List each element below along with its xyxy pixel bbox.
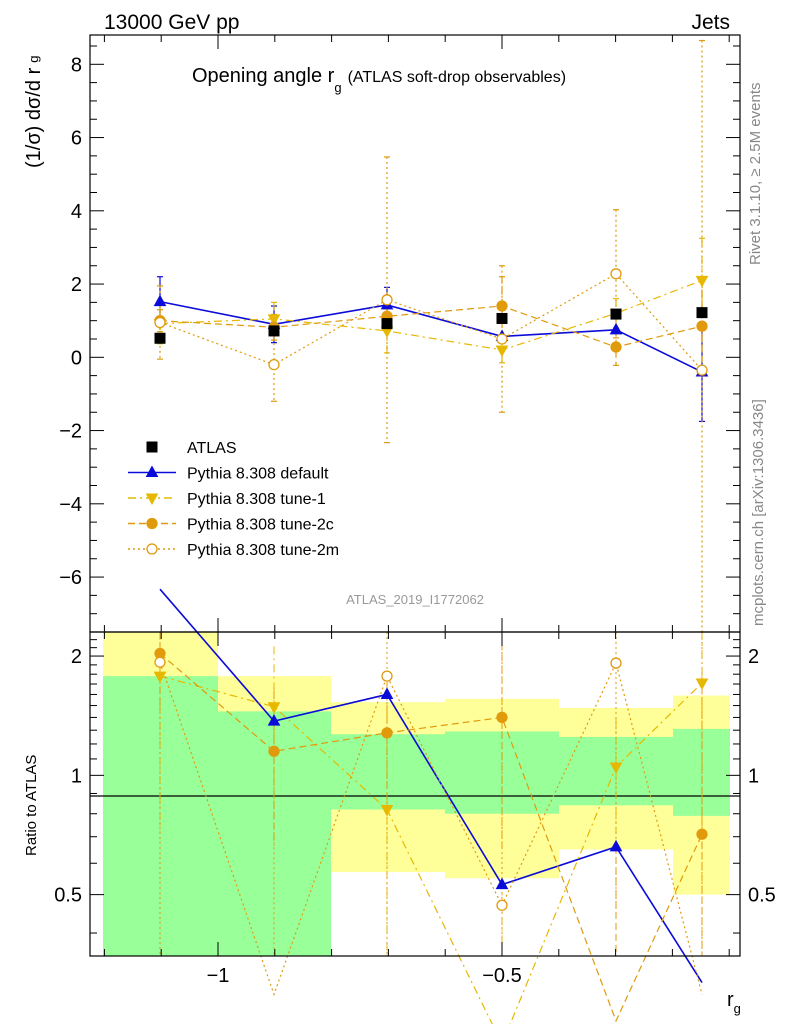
ratio-frame [89,631,741,957]
xtick-label-0: −1 [207,965,230,987]
series-line-3 [159,273,703,371]
series-point-1-3 [495,345,509,358]
ratio-point-1-2 [380,804,394,817]
ratio-ytick-label-left-1: 1 [71,765,82,787]
ratio-point-2-1 [268,745,280,757]
series-point-3-1 [268,358,280,371]
title-suffix: (ATLAS soft-drop observables) [348,69,566,86]
series-point-1-1 [267,314,281,326]
series-line-0 [159,300,703,373]
series-point-2-3 [496,300,508,312]
ratio-point-1-4 [609,762,623,774]
y-label-main: (1/σ) dσ/d r [23,67,45,168]
series-line-2 [159,305,703,348]
atlas-point-4 [610,308,622,320]
mcplots-note: mcplots.cern.ch [arXiv:1306.3436] [750,399,767,626]
ratio-point-0-1 [267,714,281,726]
series-point-1-5 [695,275,709,288]
axis-ticks: 8 6 4 2 0 −2 −4 −6 2 2 1 1 0.5 0.5 −1 −0.5 [54,35,776,987]
ratio-point-0-2 [380,687,394,699]
legend-marker-2 [146,517,158,530]
atlas-point-0 [154,332,166,344]
series-point-3-3 [496,333,508,345]
rivet-note: Rivet 3.1.10, ≥ 2.5M events [747,83,764,266]
legend-marker-3 [146,543,158,555]
ratio-uncertainty-bands [103,632,730,956]
main-ytick-label-3: 2 [71,274,82,296]
ratio-point-2-3 [496,711,508,724]
main-y-axis-label: (1/σ) dσ/d r g [23,56,45,169]
atlas-point-2 [381,318,393,330]
main-ytick-label-5: −2 [59,421,82,443]
main-ytick-label-6: −4 [59,494,82,516]
main-ytick-label-0: 8 [71,54,82,76]
main-series-markers [153,268,709,377]
series-point-0-0 [153,294,167,307]
x-label-main: r [727,989,734,1011]
main-ytick-label-4: 0 [71,347,82,369]
main-ytick-label-7: −6 [59,567,82,589]
y-label-sub: g [26,56,41,63]
legend-label-1: Pythia 8.308 tune-1 [187,491,326,508]
series-point-2-4 [610,341,622,353]
ratio-point-1-0 [153,671,167,684]
main-series-lines [159,273,703,373]
series-point-3-4 [610,268,622,280]
legend-label-atlas: ATLAS [187,440,237,457]
main-ytick-label-2: 4 [71,201,82,223]
x-axis-label: rg [727,989,741,1016]
ratio-point-1-1 [267,702,281,714]
legend-label-0: Pythia 8.308 default [187,466,329,483]
analysis-watermark: ATLAS_2019_I1772062 [346,592,484,607]
series-point-0-4 [609,322,623,335]
band-green-2 [331,734,445,810]
legend-marker-atlas [146,441,158,453]
ratio-point-0-4 [609,839,623,852]
ratio-ytick-label-right-0: 2 [748,646,759,668]
ratio-ytick-label-right-2: 0.5 [748,885,776,907]
ratio-line-2 [159,653,703,1023]
ratio-ytick-label-left-0: 2 [71,646,82,668]
xtick-label-1: −0.5 [482,965,521,987]
ratio-line-1 [159,675,703,1024]
series-point-3-2 [381,294,393,306]
legend-marker-1 [145,493,159,506]
ratio-line-3 [159,661,703,997]
legend-label-2: Pythia 8.308 tune-2c [187,517,334,534]
atlas-point-5 [696,307,708,319]
ratio-ytick-label-right-1: 1 [748,765,759,787]
series-point-3-5 [696,364,708,376]
ratio-point-3-2 [381,670,393,682]
ratio-ytick-label-left-2: 0.5 [54,885,82,907]
ratio-point-3-4 [610,657,622,669]
legend-label-3: Pythia 8.308 tune-2m [187,542,339,559]
legend: ATLAS Pythia 8.308 default Pythia 8.308 tu… [128,440,339,559]
plot-title: Opening angle rg (ATLAS soft-drop observa… [192,65,566,95]
ratio-y-axis-label: Ratio to ATLAS [23,755,40,856]
ratio-point-0-3 [495,877,509,890]
ratio-point-3-0 [154,656,166,668]
ratio-series-markers [153,647,709,911]
legend-marker-0 [145,465,159,477]
title-sub: g [334,80,341,95]
series-line-1 [159,279,703,351]
ratio-point-2-5 [696,828,708,840]
ratio-point-3-3 [496,899,508,911]
main-ytick-label-1: 6 [71,128,82,150]
x-label-sub: g [734,1001,741,1016]
atlas-point-1 [268,325,280,337]
header-energy: 13000 GeV pp [104,11,239,34]
atlas-point-3 [496,312,508,324]
series-point-2-5 [696,320,708,332]
ratio-point-1-5 [695,678,709,691]
header-process: Jets [691,11,730,34]
series-point-3-0 [154,316,166,329]
title-main: Opening angle r [192,65,335,87]
ratio-point-2-2 [381,727,393,739]
